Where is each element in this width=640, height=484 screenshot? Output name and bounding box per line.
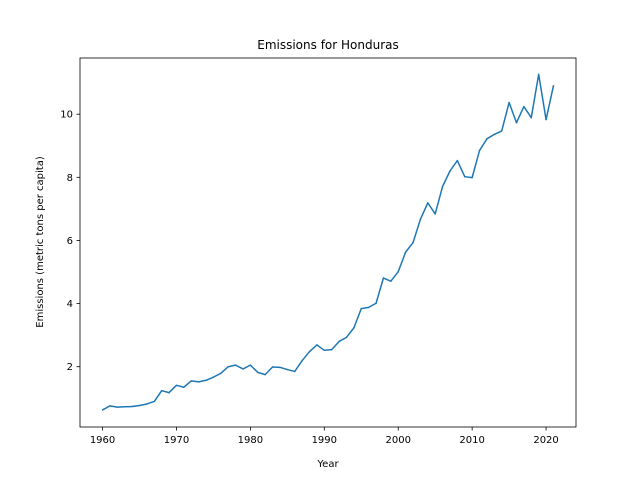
data-point	[168, 391, 170, 394]
data-point	[146, 403, 148, 405]
data-point	[390, 280, 392, 282]
data-point	[345, 336, 348, 339]
data-point	[412, 241, 414, 244]
data-point	[220, 372, 222, 375]
data-point	[316, 344, 318, 346]
data-point	[552, 85, 555, 87]
data-point	[301, 359, 303, 362]
data-point	[382, 277, 385, 279]
data-point	[160, 389, 163, 392]
data-point	[286, 368, 289, 371]
data-point	[419, 218, 422, 221]
chart-title: Emissions for Honduras	[257, 38, 399, 52]
data-point	[360, 307, 363, 310]
x-tick-label: 1980	[238, 435, 263, 446]
data-point	[464, 175, 466, 178]
x-tick-label: 2000	[385, 435, 410, 446]
x-tick-label: 1990	[312, 435, 337, 446]
x-tick-label: 1970	[164, 435, 189, 446]
data-point	[500, 130, 503, 132]
data-point	[523, 105, 525, 108]
data-point	[478, 149, 481, 152]
x-axis-ticks: 1960 1970 1980 1990 2000 2010 2020	[90, 427, 559, 446]
data-point	[471, 176, 473, 179]
data-point	[486, 138, 488, 140]
data-point	[257, 371, 259, 374]
axes-frame	[79, 57, 577, 428]
data-point	[205, 379, 207, 382]
plot-area	[101, 73, 555, 411]
y-tick-label: 6	[67, 236, 73, 247]
data-point	[242, 368, 244, 370]
x-axis-label: Year	[316, 459, 339, 470]
data-point	[323, 349, 326, 352]
y-axis-ticks: 2 4 6 8 10	[60, 110, 80, 373]
data-point	[530, 116, 533, 119]
y-tick-label: 10	[60, 110, 73, 121]
data-point	[338, 340, 340, 343]
data-point	[515, 121, 518, 124]
data-point	[537, 73, 540, 76]
y-tick-label: 4	[67, 299, 73, 310]
data-point	[227, 365, 229, 368]
series-line	[102, 73, 555, 411]
x-tick-label: 2020	[533, 435, 558, 446]
y-tick-label: 2	[67, 362, 73, 373]
data-point	[175, 384, 178, 387]
data-point	[101, 409, 104, 411]
x-tick-label: 2010	[459, 435, 484, 446]
data-point	[279, 366, 281, 369]
data-point	[212, 376, 215, 378]
data-point	[116, 406, 119, 408]
data-point	[293, 370, 296, 373]
data-point	[545, 118, 547, 121]
data-point	[397, 270, 399, 273]
data-point	[353, 327, 355, 329]
data-point	[456, 159, 459, 162]
y-axis-label: Emissions (metric tons per capita)	[35, 156, 46, 328]
data-point	[493, 133, 496, 136]
data-point	[271, 366, 274, 368]
data-point	[197, 381, 200, 383]
data-point	[367, 306, 370, 309]
data-point	[449, 170, 451, 172]
data-point	[131, 405, 133, 408]
data-point	[183, 386, 185, 388]
data-point	[375, 302, 377, 305]
y-tick-label: 8	[67, 173, 73, 184]
x-tick-label: 1960	[90, 435, 115, 446]
data-point	[404, 251, 407, 253]
data-point	[234, 364, 237, 366]
data-point	[153, 400, 156, 403]
data-point	[508, 101, 510, 104]
data-point	[138, 404, 141, 407]
data-point	[427, 202, 429, 204]
data-point	[308, 350, 311, 353]
data-point	[109, 405, 111, 407]
data-point	[434, 213, 436, 215]
data-point	[441, 185, 444, 188]
data-point	[330, 348, 333, 351]
data-point	[123, 406, 126, 408]
data-point	[264, 373, 266, 376]
data-point	[249, 364, 252, 366]
data-point	[190, 380, 192, 382]
